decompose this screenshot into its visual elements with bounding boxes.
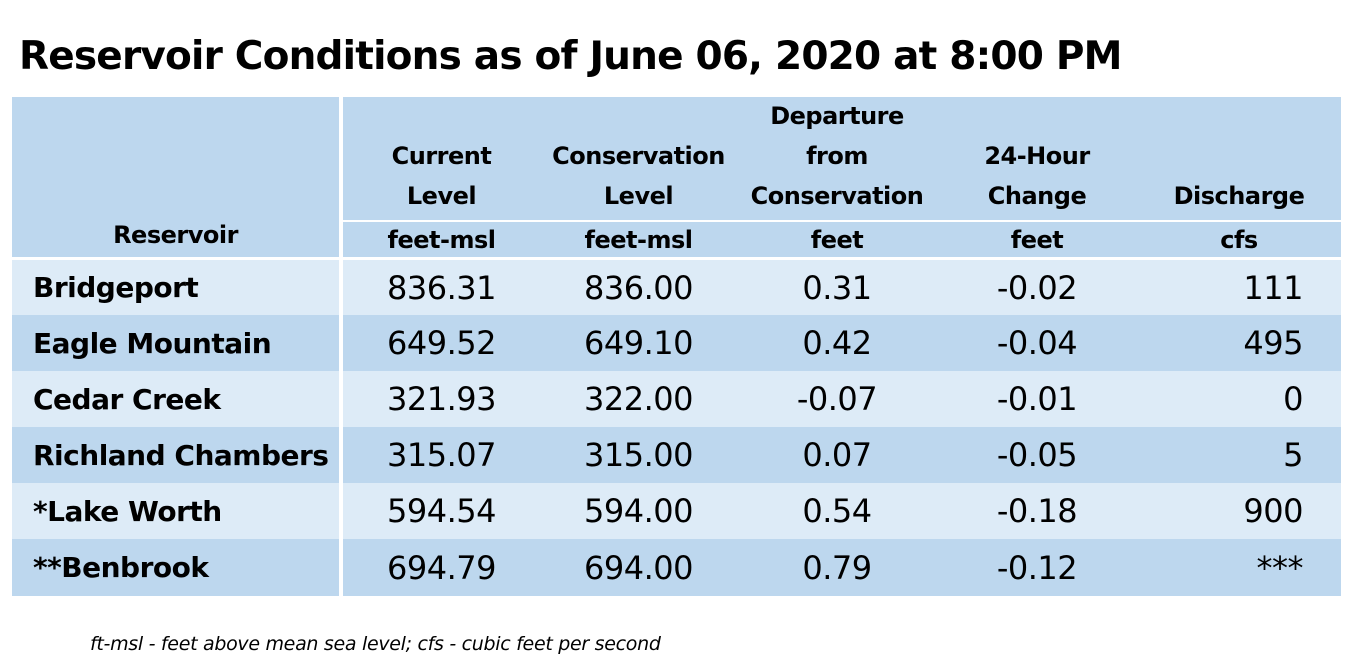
column-header-current-level: Current Level	[343, 97, 540, 220]
discharge-value: 5	[1137, 427, 1341, 483]
current-level-value: 694.79	[343, 539, 540, 596]
conservation-level-value: 694.00	[540, 539, 737, 596]
departure-value: 0.42	[737, 315, 937, 371]
unit-discharge: cfs	[1137, 220, 1341, 260]
page-title: Reservoir Conditions as of June 06, 2020…	[19, 34, 1122, 79]
column-header-reservoir: Reservoir	[12, 97, 343, 260]
change-value: -0.18	[937, 483, 1137, 539]
conservation-level-value: 322.00	[540, 371, 737, 427]
departure-value: -0.07	[737, 371, 937, 427]
departure-value: 0.31	[737, 260, 937, 315]
change-value: -0.02	[937, 260, 1137, 315]
header-line: Level	[406, 182, 477, 210]
conservation-level-value: 649.10	[540, 315, 737, 371]
header-line: Departure	[770, 102, 904, 130]
header-line: Level	[603, 182, 674, 210]
departure-value: 0.79	[737, 539, 937, 596]
reservoir-name: Eagle Mountain	[12, 315, 343, 371]
discharge-value: 111	[1137, 260, 1341, 315]
header-line: Discharge	[1173, 182, 1305, 210]
discharge-value: 495	[1137, 315, 1341, 371]
footnote: ft-msl - feet above mean sea level; cfs …	[90, 633, 661, 655]
reservoir-name: Richland Chambers	[12, 427, 343, 483]
change-value: -0.04	[937, 315, 1137, 371]
unit-24-hour-change: feet	[937, 220, 1137, 260]
unit-current-level: feet-msl	[343, 220, 540, 260]
discharge-value: ***	[1137, 539, 1341, 596]
reservoir-name: Bridgeport	[12, 260, 343, 315]
change-value: -0.12	[937, 539, 1137, 596]
current-level-value: 594.54	[343, 483, 540, 539]
current-level-value: 649.52	[343, 315, 540, 371]
change-value: -0.01	[937, 371, 1137, 427]
conservation-level-value: 836.00	[540, 260, 737, 315]
header-line: from	[806, 142, 868, 170]
current-level-value: 321.93	[343, 371, 540, 427]
column-header-departure: Departure from Conservation	[737, 97, 937, 220]
discharge-value: 0	[1137, 371, 1341, 427]
discharge-value: 900	[1137, 483, 1341, 539]
header-line: 24-Hour	[984, 142, 1090, 170]
header-line: Change	[987, 182, 1087, 210]
current-level-value: 836.31	[343, 260, 540, 315]
unit-departure: feet	[737, 220, 937, 260]
header-line: Current	[391, 142, 492, 170]
reservoir-name: **Benbrook	[12, 539, 343, 596]
column-header-conservation-level: Conservation Level	[540, 97, 737, 220]
column-header-24-hour-change: 24-Hour Change	[937, 97, 1137, 220]
current-level-value: 315.07	[343, 427, 540, 483]
reservoir-name: Cedar Creek	[12, 371, 343, 427]
unit-conservation-level: feet-msl	[540, 220, 737, 260]
conservation-level-value: 315.00	[540, 427, 737, 483]
change-value: -0.05	[937, 427, 1137, 483]
departure-value: 0.54	[737, 483, 937, 539]
header-line: Conservation	[750, 182, 924, 210]
column-header-discharge: Discharge	[1137, 97, 1341, 220]
conservation-level-value: 594.00	[540, 483, 737, 539]
header-line: Conservation	[552, 142, 725, 170]
reservoir-table: Reservoir Current Level Conservation Lev…	[12, 97, 1347, 602]
reservoir-name: *Lake Worth	[12, 483, 343, 539]
departure-value: 0.07	[737, 427, 937, 483]
